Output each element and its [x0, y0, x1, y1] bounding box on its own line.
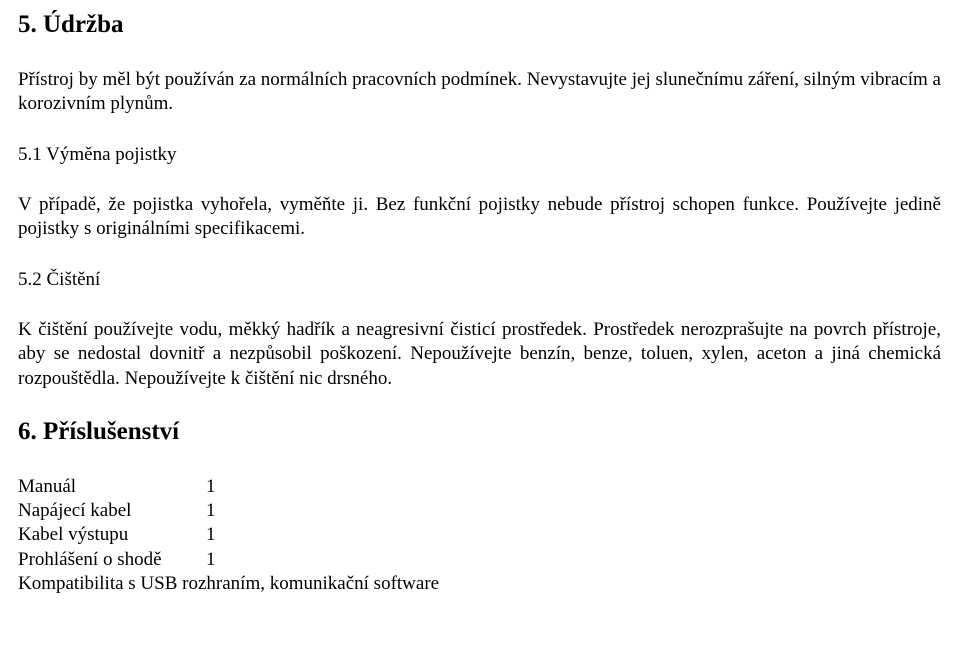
section-5-intro: Přístroj by měl být používán za normální… [18, 68, 941, 117]
item-qty: 1 [206, 548, 216, 572]
list-footer: Kompatibilita s USB rozhraním, komunikač… [18, 572, 941, 596]
item-label: Napájecí kabel [18, 499, 206, 523]
document-page: 5. Údržba Přístroj by měl být používán z… [0, 0, 959, 596]
section-5-1-title: 5.1 Výměna pojistky [18, 143, 941, 167]
item-label: Manuál [18, 475, 206, 499]
item-label: Kabel výstupu [18, 523, 206, 547]
section-5-1-body: V případě, že pojistka vyhořela, vyměňte… [18, 193, 941, 242]
list-item: Manuál 1 [18, 475, 941, 499]
section-5-2-body: K čištění používejte vodu, měkký hadřík … [18, 318, 941, 391]
item-qty: 1 [206, 499, 216, 523]
item-label: Prohlášení o shodě [18, 548, 206, 572]
item-qty: 1 [206, 475, 216, 499]
list-item: Kabel výstupu 1 [18, 523, 941, 547]
list-item: Napájecí kabel 1 [18, 499, 941, 523]
item-qty: 1 [206, 523, 216, 547]
accessories-list: Manuál 1 Napájecí kabel 1 Kabel výstupu … [18, 475, 941, 597]
section-5-2-title: 5.2 Čištění [18, 268, 941, 292]
section-6-heading: 6. Příslušenství [18, 417, 941, 447]
section-5-heading: 5. Údržba [18, 10, 941, 40]
list-item: Prohlášení o shodě 1 [18, 548, 941, 572]
